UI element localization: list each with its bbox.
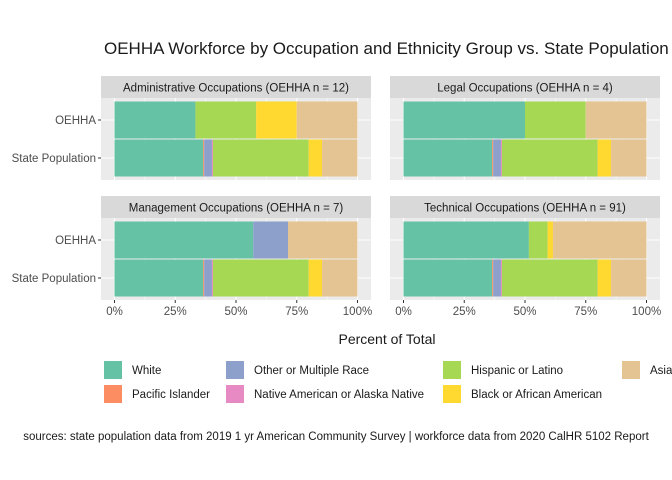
legend-item-other-or-multiple-race: Other or Multiple Race [226, 361, 369, 379]
bar-segment-black-or-african-american [597, 259, 612, 297]
legend-key [226, 385, 244, 403]
legend-key [443, 361, 461, 379]
y-tick-label: OEHHA [55, 115, 96, 127]
legend-label: Hispanic or Latino [471, 365, 563, 377]
bar-segment-white [114, 139, 204, 177]
bar-segment-hispanic-or-latino [212, 259, 309, 297]
legend-label: Black or African American [471, 389, 602, 401]
bar-segment-pacific-islander [203, 139, 205, 177]
legend: White Other or Multiple Race Hispanic or L… [104, 361, 672, 403]
bar-segment-other-or-multiple-race [493, 139, 501, 177]
bar-segment-hispanic-or-latino [525, 101, 586, 139]
panel-strip [101, 196, 371, 218]
y-tick-label: OEHHA [55, 235, 96, 247]
x-tick-label: 50% [513, 306, 536, 318]
legend-key [104, 361, 122, 379]
bar-segment-asian [322, 259, 358, 297]
x-tick-label: 100% [632, 306, 661, 318]
legend-label: Other or Multiple Race [254, 365, 369, 377]
x-tick-label: 100% [343, 306, 372, 318]
x-tick-label: 0% [395, 306, 412, 318]
legend-item-white: White [104, 361, 161, 379]
bar-segment-other-or-multiple-race [253, 221, 289, 259]
panel-strip [101, 76, 371, 98]
panels: Administrative Occupations (OEHHA n = 12… [12, 76, 661, 318]
y-tick-label: State Population [12, 153, 96, 165]
chart-caption: sources: state population data from 2019… [23, 431, 649, 443]
bar-segment-pacific-islander [492, 259, 494, 297]
bar-segment-hispanic-or-latino [212, 139, 309, 177]
legend-key [226, 361, 244, 379]
panel-legal-occupations: Legal Occupations (OEHHA n = 4) [390, 76, 660, 180]
bar-segment-native-american-or-alaska-native [500, 259, 502, 297]
bar-segment-other-or-multiple-race [493, 259, 501, 297]
panel-management-occupations: Management Occupations (OEHHA n = 7) OEHH… [12, 196, 372, 318]
bar-segment-white [403, 139, 493, 177]
bar-segment-hispanic-or-latino [501, 259, 598, 297]
legend-key [622, 361, 640, 379]
bar-segment-asian [288, 221, 358, 259]
bar-segment-pacific-islander [492, 139, 494, 177]
bar-segment-asian [585, 101, 647, 139]
chart-title: OEHHA Workforce by Occupation and Ethnic… [104, 39, 669, 58]
panel-title: Administrative Occupations (OEHHA n = 12… [123, 83, 349, 95]
bar-segment-hispanic-or-latino [501, 139, 598, 177]
x-tick-label: 75% [285, 306, 308, 318]
legend-item-asian: Asian [622, 361, 672, 379]
panel-title: Management Occupations (OEHHA n = 7) [129, 203, 344, 215]
panel-administrative-occupations: Administrative Occupations (OEHHA n = 12… [12, 76, 371, 180]
x-tick-label: 25% [164, 306, 187, 318]
x-tick-label: 75% [574, 306, 597, 318]
bar-segment-white [403, 259, 493, 297]
y-tick-label: State Population [12, 273, 96, 285]
bar-segment-other-or-multiple-race [204, 139, 212, 177]
bar-segment-native-american-or-alaska-native [211, 139, 213, 177]
bar-segment-white [114, 221, 254, 259]
bar-segment-black-or-african-american [547, 221, 553, 259]
bar-segment-black-or-african-american [256, 101, 297, 139]
bar-segment-native-american-or-alaska-native [211, 259, 213, 297]
bar-segment-pacific-islander [203, 259, 205, 297]
bar-segment-native-american-or-alaska-native [500, 139, 502, 177]
panel-title: Legal Occupations (OEHHA n = 4) [437, 83, 613, 95]
legend-item-native-american-or-alaska-native: Native American or Alaska Native [226, 385, 424, 403]
legend-key [443, 385, 461, 403]
bar-segment-white [403, 221, 529, 259]
bar-segment-other-or-multiple-race [204, 259, 212, 297]
legend-item-hispanic-or-latino: Hispanic or Latino [443, 361, 563, 379]
legend-label: Pacific Islander [132, 389, 210, 401]
legend-key [104, 385, 122, 403]
bar-segment-black-or-african-american [308, 259, 323, 297]
panel-strip [390, 196, 660, 218]
bar-segment-hispanic-or-latino [195, 101, 257, 139]
bar-segment-asian [611, 139, 647, 177]
panel-strip [390, 76, 660, 98]
bar-segment-asian [322, 139, 358, 177]
legend-item-pacific-islander: Pacific Islander [104, 385, 210, 403]
x-tick-label: 25% [453, 306, 476, 318]
bar-segment-white [403, 101, 525, 139]
panel-technical-occupations: Technical Occupations (OEHHA n = 91) 0% 25… [390, 196, 661, 318]
bar-segment-black-or-african-american [308, 139, 323, 177]
bar-segment-hispanic-or-latino [528, 221, 548, 259]
panel-title: Technical Occupations (OEHHA n = 91) [424, 203, 626, 215]
x-axis-label: Percent of Total [338, 331, 435, 347]
bar-segment-white [114, 259, 204, 297]
bar-segment-black-or-african-american [597, 139, 612, 177]
legend-item-black-or-african-american: Black or African American [443, 385, 602, 403]
legend-label: Native American or Alaska Native [254, 389, 424, 401]
bar-segment-white [114, 101, 196, 139]
bar-segment-asian [611, 259, 647, 297]
bar-segment-asian [296, 101, 358, 139]
bar-segment-asian [552, 221, 647, 259]
legend-label: Asian [650, 365, 672, 377]
x-tick-label: 50% [224, 306, 247, 318]
legend-label: White [132, 365, 161, 377]
x-tick-label: 0% [106, 306, 123, 318]
